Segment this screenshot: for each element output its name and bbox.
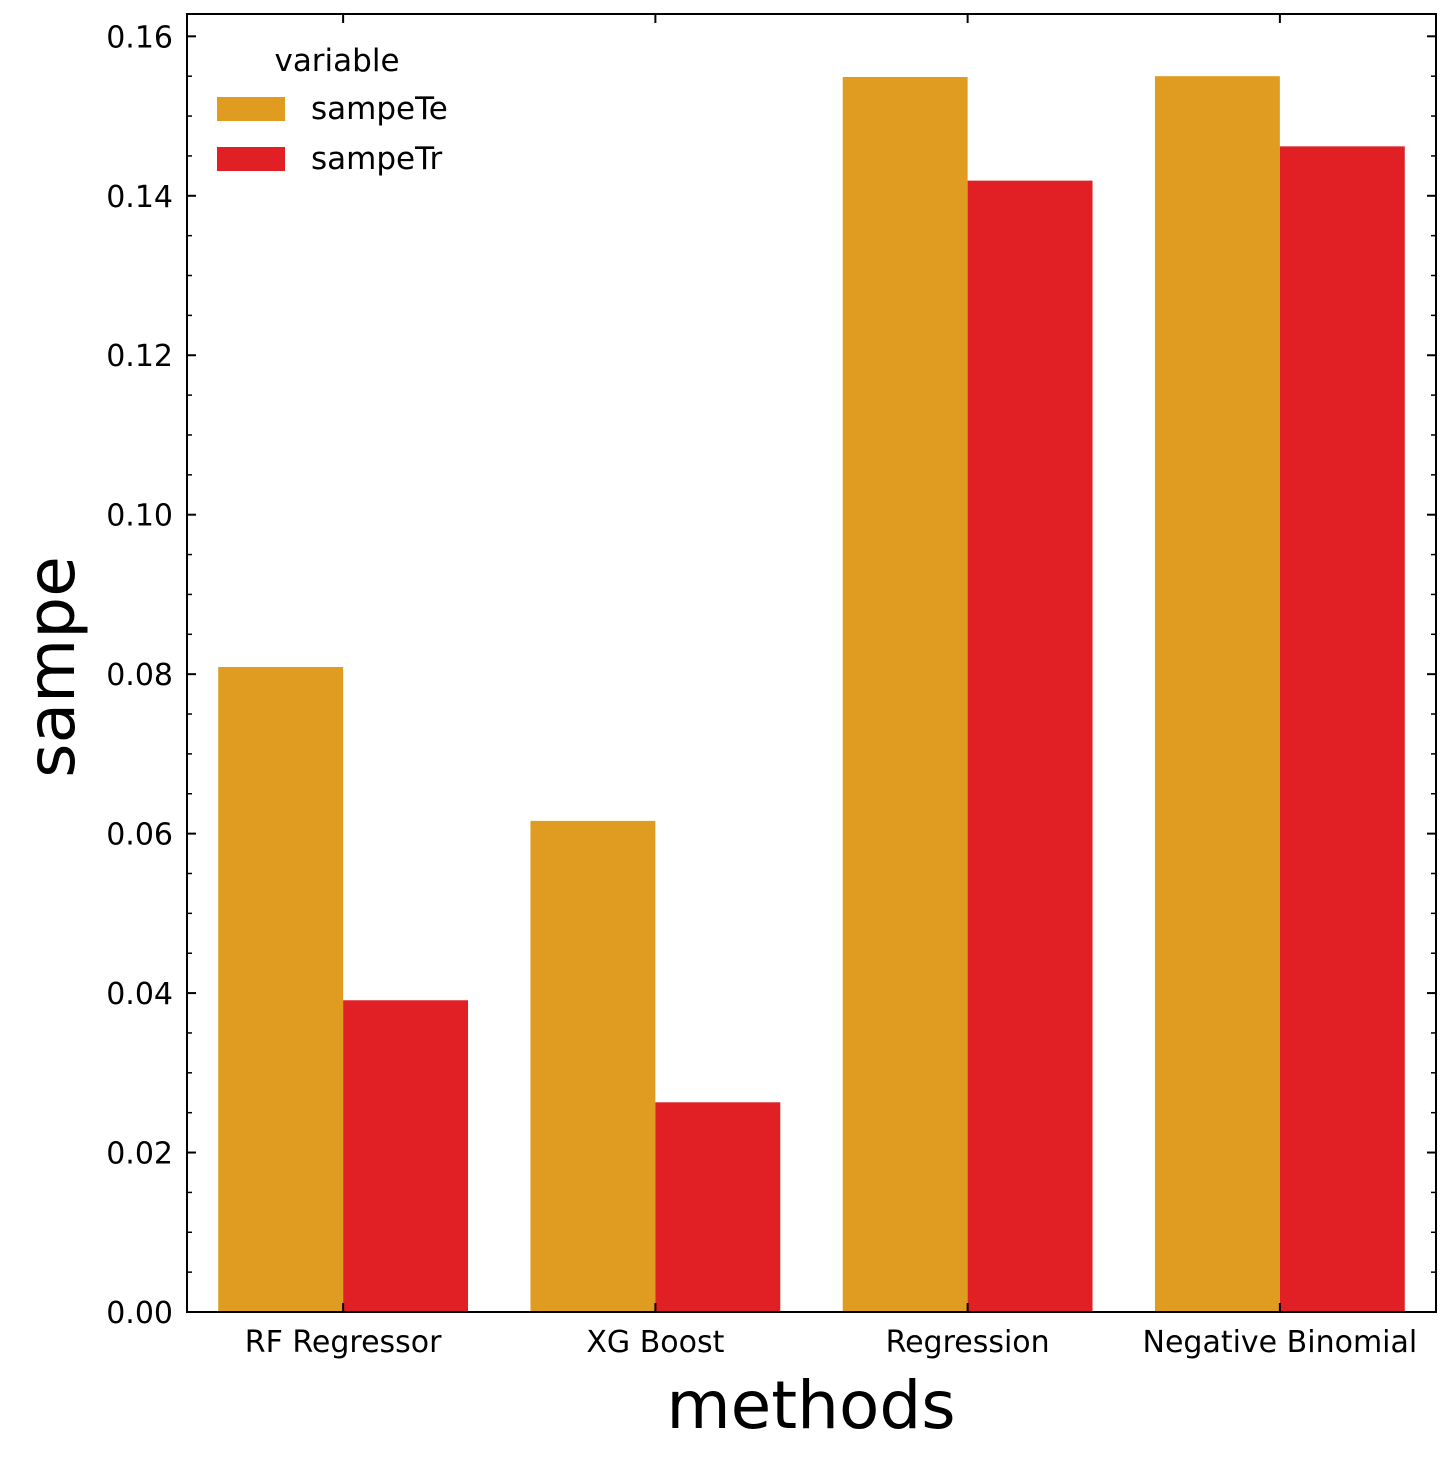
y-tick-labels: 0.00 0.02 0.04 0.06 0.08 0.10 0.12 0.14 0.16 [106, 20, 173, 1331]
y-tick-label: 0.06 [106, 818, 173, 853]
x-tick-label: XG Boost [586, 1325, 724, 1360]
bar-sampeTr-1 [655, 1102, 781, 1312]
x-tick-label: RF Regressor [245, 1325, 442, 1360]
y-tick-label: 0.10 [106, 499, 173, 534]
legend-swatch-sampeTe [217, 97, 285, 121]
bar-sampeTe-1 [530, 820, 656, 1312]
bar-sampeTe-3 [1154, 76, 1280, 1312]
y-tick-label: 0.02 [106, 1137, 173, 1172]
x-tick-label: Negative Binomial [1143, 1325, 1418, 1360]
y-tick-label: 0.16 [106, 20, 173, 55]
plot-frame [186, 13, 1437, 1313]
legend-label-sampeTe: sampeTe [311, 91, 448, 127]
x-axis-title: methods [666, 1367, 955, 1444]
bars-group [218, 76, 1405, 1313]
bar-sampeTr-3 [1279, 146, 1405, 1313]
bar-sampeTe-0 [218, 666, 344, 1312]
x-tick-label: Regression [886, 1325, 1050, 1360]
x-tick-labels: RF Regressor XG Boost Regression Negative B… [245, 1325, 1417, 1360]
y-tick-label: 0.08 [106, 658, 173, 693]
bar-sampeTe-2 [842, 76, 968, 1313]
y-tick-label: 0.12 [106, 339, 173, 374]
legend: variable sampeTe sampeTr [217, 43, 448, 177]
bar-sampeTr-0 [343, 1000, 469, 1312]
legend-title: variable [274, 43, 399, 79]
bar-sampeTr-2 [967, 180, 1093, 1312]
legend-label-sampeTr: sampeTr [311, 141, 442, 177]
legend-swatch-sampeTr [217, 147, 285, 171]
y-tick-label: 0.00 [106, 1296, 173, 1331]
legend-entries: sampeTe sampeTr [217, 91, 448, 177]
y-tick-label: 0.04 [106, 977, 173, 1012]
y-tick-label: 0.14 [106, 180, 173, 215]
y-axis-title: sampe [13, 556, 90, 778]
